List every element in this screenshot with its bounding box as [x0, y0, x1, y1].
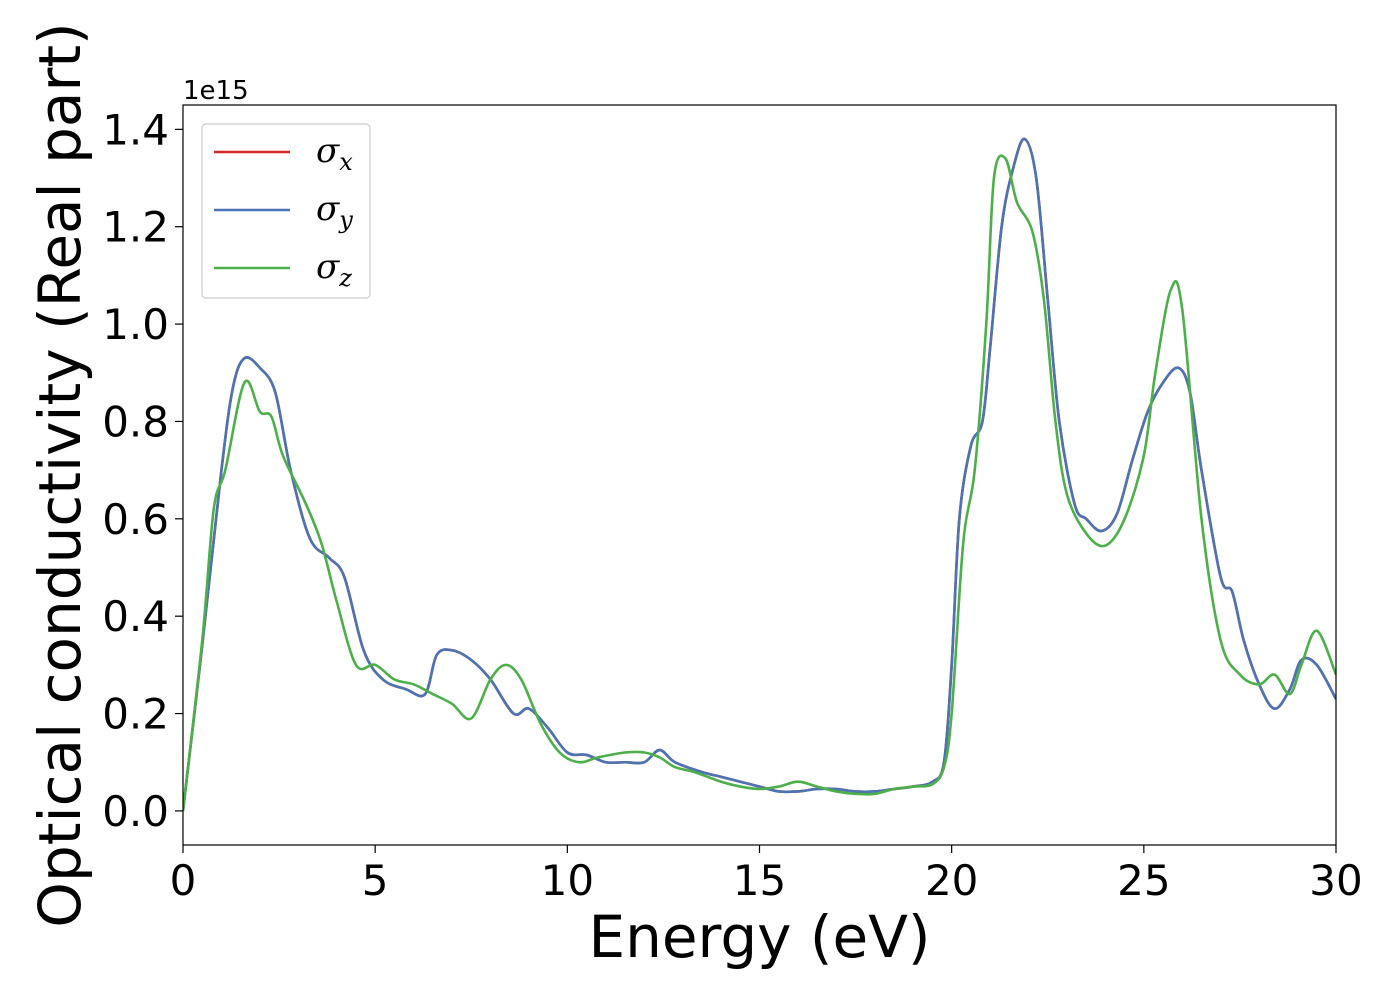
y-axis-ticks: 0.0 0.2 0.4 0.6 0.8 1.0 1.2 1.4 [102, 105, 183, 836]
series-line-y [183, 137, 1336, 812]
x-tick-label: 0 [170, 856, 197, 905]
x-axis-ticks: 0 5 10 15 20 25 30 [170, 845, 1363, 905]
y-tick-label: 1.2 [102, 203, 169, 252]
x-tick-label: 20 [925, 856, 978, 905]
y-tick-label: 0.6 [102, 495, 169, 544]
y-tick-label: 0.8 [102, 397, 169, 446]
y-axis-label: Optical conductivity (Real part) [26, 22, 94, 927]
y-tick-label: 0.4 [102, 592, 169, 641]
x-tick-label: 10 [541, 856, 594, 905]
y-tick-label: 1.0 [102, 300, 169, 349]
y-tick-label: 1.4 [102, 105, 169, 154]
x-tick-label: 15 [733, 856, 786, 905]
y-tick-label: 0.2 [102, 690, 169, 739]
x-tick-label: 30 [1309, 856, 1362, 905]
y-offset-label: 1e15 [183, 76, 249, 106]
x-tick-label: 5 [362, 856, 389, 905]
x-tick-label: 25 [1117, 856, 1170, 905]
x-axis-label: Energy (eV) [588, 903, 930, 971]
series-layer [183, 137, 1336, 812]
series-line-z [183, 154, 1336, 812]
y-tick-label: 0.0 [102, 787, 169, 836]
